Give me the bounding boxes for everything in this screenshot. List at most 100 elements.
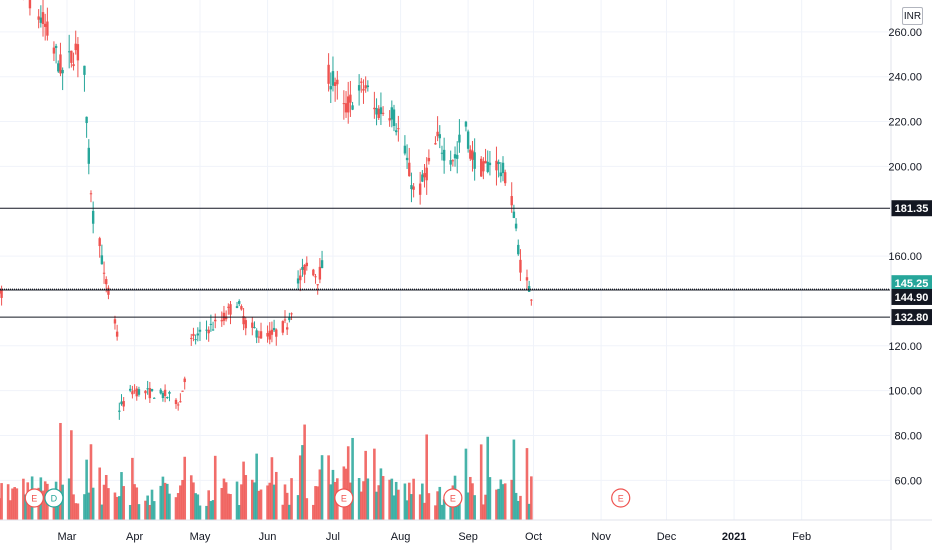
event-marker[interactable]: E xyxy=(443,488,463,508)
candle-body xyxy=(196,333,199,336)
event-marker[interactable]: D xyxy=(44,488,64,508)
volume-bar xyxy=(440,504,444,520)
volume-bar xyxy=(244,475,248,520)
volume-bar xyxy=(375,491,378,520)
candle-body xyxy=(364,85,367,89)
volume-bar xyxy=(237,505,241,520)
volume-bar xyxy=(28,498,32,520)
volume-bar xyxy=(455,498,459,520)
currency-label[interactable]: INR xyxy=(902,7,923,25)
candle-body xyxy=(366,85,370,88)
candle-body xyxy=(46,21,49,36)
candle-body xyxy=(347,96,350,113)
volume-bar xyxy=(266,485,269,520)
volume-bar xyxy=(24,494,27,520)
volume-bar xyxy=(497,488,500,520)
candle-body xyxy=(257,336,261,338)
candle-body xyxy=(153,397,156,399)
level-price-badge xyxy=(891,309,932,326)
volume-bar xyxy=(207,490,210,520)
level-price-badge xyxy=(891,275,932,292)
candle-body xyxy=(72,64,75,67)
volume-bar xyxy=(133,484,136,520)
time-tick-label: Dec xyxy=(657,531,677,543)
price-tick-label: 240.00 xyxy=(888,72,922,84)
candle-body xyxy=(305,262,308,267)
candle-body xyxy=(118,410,121,412)
volume-bar xyxy=(499,479,503,520)
candle-body xyxy=(76,44,80,61)
candle-body xyxy=(190,337,193,339)
volume-bar xyxy=(9,500,12,520)
volume-bar xyxy=(423,502,426,520)
time-axis[interactable]: Mar Apr May Jun Jul Aug Sep Oct Nov Dec 2021 Feb xyxy=(0,519,932,543)
price-tick-label: 260.00 xyxy=(888,27,922,39)
candle-body xyxy=(161,392,165,399)
event-marker-label: E xyxy=(341,494,347,504)
volume-bar xyxy=(205,505,208,520)
volume-bar xyxy=(135,487,139,520)
candle-body xyxy=(100,255,104,265)
event-marker-label: E xyxy=(618,494,624,504)
candle-body xyxy=(301,266,304,270)
level-price-badge xyxy=(891,200,932,217)
price-tick-label: 160.00 xyxy=(888,251,922,263)
volume-bar xyxy=(122,486,125,520)
candle-body xyxy=(495,160,498,171)
candle-body xyxy=(469,149,472,159)
volume-bar xyxy=(70,430,73,520)
volume-bar xyxy=(22,478,25,520)
candle-body xyxy=(342,103,346,105)
candle-body xyxy=(283,319,287,321)
candle-body xyxy=(519,259,522,273)
candle-body xyxy=(61,69,64,74)
price-tick-label: 60.00 xyxy=(894,475,922,487)
candle-body xyxy=(290,313,293,315)
volume-bar xyxy=(113,492,117,520)
candle-body xyxy=(41,12,45,24)
horizontal-levels[interactable]: 181.35 145.25 144.90 132.80 xyxy=(0,200,932,326)
event-marker[interactable]: E xyxy=(611,488,631,508)
volume-bar xyxy=(397,489,400,520)
candle-body xyxy=(198,329,202,332)
volume-bar xyxy=(163,482,167,520)
candle-body xyxy=(482,161,485,172)
candle-body xyxy=(146,388,149,390)
volume-bar xyxy=(268,482,272,520)
volume-bar xyxy=(329,484,333,520)
event-marker[interactable]: E xyxy=(24,488,44,508)
candle-body xyxy=(466,131,470,149)
volume-bar xyxy=(449,502,452,520)
volume-bar xyxy=(146,495,149,520)
candle-body xyxy=(120,401,123,405)
candle-body xyxy=(240,306,243,310)
volume-bar xyxy=(527,503,531,520)
candle-body xyxy=(394,130,398,133)
candle-body xyxy=(379,107,383,115)
price-axis[interactable]: 60.00 80.00 100.00 120.00 160.00 200.00 220.00… xyxy=(888,0,922,550)
volume-bar xyxy=(318,469,322,520)
candle-body xyxy=(434,143,437,145)
volume-bar xyxy=(270,457,274,520)
volume-bar xyxy=(255,453,258,520)
event-marker[interactable]: E xyxy=(334,488,354,508)
candle-body xyxy=(333,82,337,86)
volume-bar xyxy=(168,493,171,520)
candle-body xyxy=(229,304,232,315)
volume-bar xyxy=(495,489,498,520)
candle-body xyxy=(39,17,43,23)
volume-bar xyxy=(152,501,156,520)
candle-body xyxy=(421,174,424,182)
volume-bar xyxy=(61,484,64,520)
candle-body xyxy=(464,121,468,127)
volume-bar xyxy=(89,444,93,520)
volume-bar xyxy=(251,479,254,520)
candle-body xyxy=(410,185,413,190)
volume-bar xyxy=(362,481,365,520)
volume-bar xyxy=(189,475,193,520)
volume-bar xyxy=(484,494,487,520)
volume-bar xyxy=(316,486,319,520)
